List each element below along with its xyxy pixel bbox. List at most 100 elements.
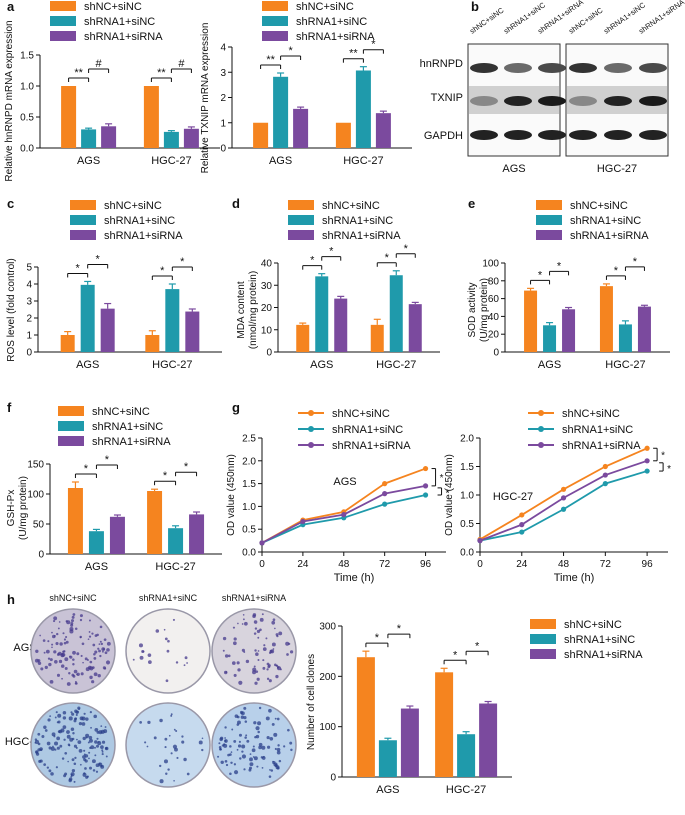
legend-swatch xyxy=(530,634,556,644)
protein-band xyxy=(504,130,532,140)
y-tick-label: 1.0 xyxy=(460,491,474,502)
cell-colony xyxy=(72,658,75,661)
significance-label: * xyxy=(667,464,671,475)
cell-colony xyxy=(99,654,102,658)
cell-colony xyxy=(100,729,105,734)
cell-colony xyxy=(85,717,89,721)
cell-colony xyxy=(66,734,71,739)
protein-band xyxy=(538,63,566,73)
panel-label-c: c xyxy=(7,196,14,211)
plate-column-label: shRNA1+siRNA xyxy=(222,593,286,603)
cell-colony xyxy=(65,640,69,644)
cell-colony xyxy=(141,649,145,653)
legend-swatch xyxy=(288,230,314,240)
cell-colony xyxy=(72,613,76,616)
cell-colony xyxy=(269,769,271,771)
cell-colony xyxy=(44,665,48,670)
significance-label: * xyxy=(180,256,185,268)
cell-colony xyxy=(34,738,38,741)
y-tick-label: 0.5 xyxy=(20,113,34,124)
cell-colony xyxy=(268,679,272,683)
cell-colony xyxy=(227,654,231,658)
bar xyxy=(296,324,310,352)
cell-colony xyxy=(58,621,61,623)
cell-colony xyxy=(276,766,280,770)
y-axis-label: Relative hnRNPD mRNA expression xyxy=(4,20,15,181)
bar xyxy=(109,516,125,554)
cell-colony xyxy=(93,656,97,660)
cell-colony xyxy=(49,715,52,718)
cell-colony xyxy=(70,727,75,731)
cell-colony xyxy=(272,618,276,622)
legend-swatch xyxy=(50,1,76,11)
cell-colony xyxy=(159,764,162,768)
cell-colony xyxy=(78,749,83,753)
cell-colony xyxy=(76,710,79,713)
cell-colony xyxy=(219,748,222,751)
cell-colony xyxy=(44,729,48,732)
cell-colony xyxy=(49,658,53,662)
significance-label: * xyxy=(538,269,543,281)
legend-marker xyxy=(538,410,544,416)
cell-colony xyxy=(72,732,75,735)
y-tick-label: 40 xyxy=(488,312,500,323)
cell-colony xyxy=(225,763,229,767)
cell-colony xyxy=(269,736,274,741)
y-tick-label: 300 xyxy=(319,622,336,633)
cell-colony xyxy=(165,772,168,775)
legend-swatch xyxy=(262,31,288,41)
y-axis-label: OD value (450nm) xyxy=(444,454,455,536)
cell-colony xyxy=(138,643,143,648)
bar xyxy=(378,740,397,777)
cell-colony xyxy=(67,760,69,763)
protein-band xyxy=(569,130,597,140)
cell-colony xyxy=(274,627,276,630)
legend-label: shNC+siNC xyxy=(570,200,628,212)
cell-colony xyxy=(173,728,176,731)
cell-colony xyxy=(89,660,93,664)
y-tick-label: 3 xyxy=(220,68,226,79)
y-axis-label: GSH-Px xyxy=(6,490,17,527)
cell-colony xyxy=(186,772,190,776)
cell-colony xyxy=(68,778,72,783)
cell-colony xyxy=(46,766,49,769)
legend-label: shRNA1+siRNA xyxy=(84,31,163,43)
y-tick-label: 0 xyxy=(330,773,336,784)
cell-colony xyxy=(79,618,83,622)
legend-swatch xyxy=(58,421,84,431)
cell-colony xyxy=(184,656,188,660)
legend-marker xyxy=(308,410,314,416)
cell-colony xyxy=(233,739,237,743)
cell-colony xyxy=(91,759,96,764)
cell-colony xyxy=(78,708,80,710)
cell-colony xyxy=(78,722,83,726)
cell-colony xyxy=(88,619,91,622)
cell-colony xyxy=(243,768,246,771)
significance-label: ** xyxy=(74,67,83,79)
y-tick-label: 0.0 xyxy=(20,144,34,155)
cell-colony xyxy=(93,652,96,656)
cell-colony xyxy=(80,672,84,676)
cell-colony xyxy=(170,713,173,716)
bar xyxy=(355,70,371,148)
y-axis-label-group: MDA content (nmol/mg protein) xyxy=(236,271,259,349)
y-axis-label: SOD activity xyxy=(467,282,478,337)
cell-colony xyxy=(167,768,170,771)
cell-colony xyxy=(165,679,169,683)
cell-colony xyxy=(254,681,258,685)
cell-colony xyxy=(68,716,73,721)
cell-colony xyxy=(75,713,78,716)
legend-swatch xyxy=(70,230,96,240)
protein-band xyxy=(470,63,498,73)
bar xyxy=(389,275,403,352)
cell-colony xyxy=(221,744,224,747)
cell-colony xyxy=(79,635,82,639)
cell-colony xyxy=(90,745,95,750)
cell-colony xyxy=(71,758,75,762)
cell-colony xyxy=(74,627,78,630)
legend-label: shNC+siNC xyxy=(562,408,620,420)
cell-colony xyxy=(71,673,75,677)
cell-colony xyxy=(243,716,247,720)
legend-marker xyxy=(538,426,544,432)
cell-colony xyxy=(97,741,100,743)
